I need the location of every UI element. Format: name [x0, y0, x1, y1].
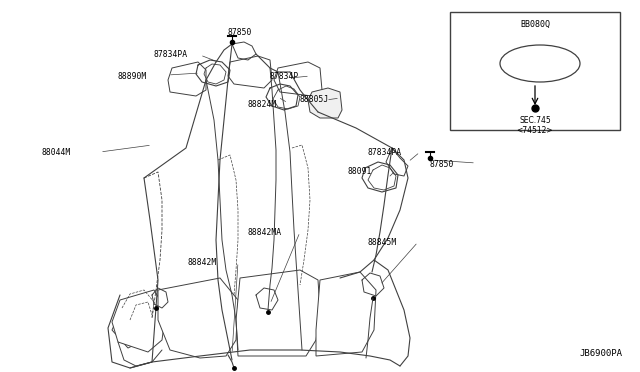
Text: 88824M: 88824M: [248, 100, 277, 109]
Text: 88842M: 88842M: [188, 258, 217, 267]
Polygon shape: [308, 88, 342, 118]
Text: SEC.745
<74512>: SEC.745 <74512>: [516, 116, 554, 135]
Ellipse shape: [500, 45, 580, 82]
Text: 87834P: 87834P: [270, 72, 300, 81]
Polygon shape: [112, 290, 166, 352]
Polygon shape: [112, 300, 152, 348]
Polygon shape: [228, 56, 272, 88]
Text: 87850: 87850: [430, 160, 454, 169]
Text: 87850: 87850: [227, 28, 252, 37]
Text: 87834PA: 87834PA: [153, 50, 187, 59]
Text: 87834PA: 87834PA: [368, 148, 402, 157]
Text: JB6900PA: JB6900PA: [579, 349, 622, 358]
Polygon shape: [236, 270, 320, 356]
Bar: [450, 12, 620, 130]
Text: 88845M: 88845M: [368, 238, 397, 247]
Text: 88091: 88091: [348, 167, 372, 176]
Polygon shape: [274, 62, 322, 96]
Text: 88044M: 88044M: [42, 148, 71, 157]
Polygon shape: [158, 278, 238, 358]
Polygon shape: [316, 272, 376, 356]
Text: 88805J: 88805J: [300, 95, 329, 104]
Polygon shape: [168, 62, 206, 96]
Text: BB080Q: BB080Q: [520, 20, 550, 29]
Text: 88890M: 88890M: [118, 72, 147, 81]
Text: 88842MA: 88842MA: [248, 228, 282, 237]
